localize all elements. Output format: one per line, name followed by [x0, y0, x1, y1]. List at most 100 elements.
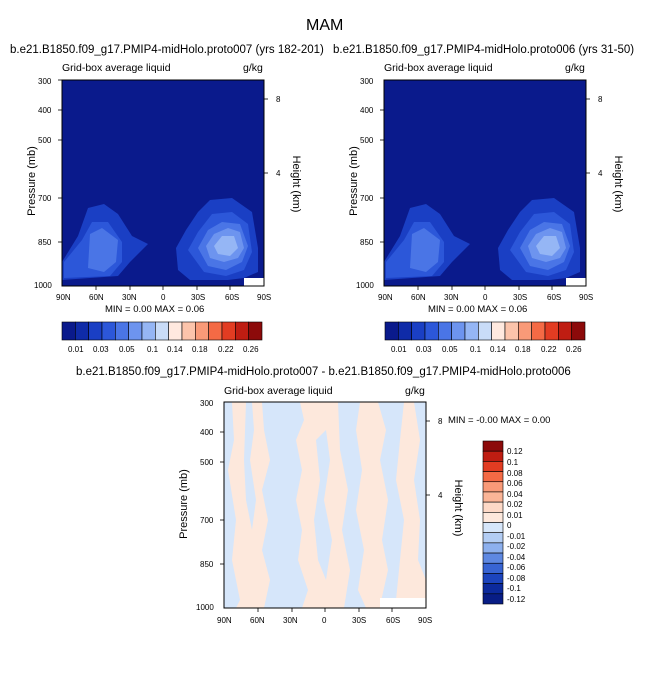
- panel2-xtick: 60S: [547, 293, 562, 302]
- panel1-missing-data: [244, 278, 264, 286]
- panel1-ytick: 700: [38, 194, 52, 203]
- panel1-xtick: 90N: [56, 293, 71, 302]
- colorbar-swatch: [482, 512, 504, 523]
- colorbar-swatch: [438, 321, 452, 341]
- panel1-ytick: 300: [38, 77, 52, 86]
- panel3-xtick: 30N: [283, 616, 298, 625]
- colorbar-swatch: [155, 321, 169, 341]
- colorbar-swatch: [558, 321, 572, 341]
- panel1-ytick-right: 4: [276, 169, 281, 178]
- panel1-xtick: 30N: [122, 293, 137, 302]
- colorbar-swatch: [235, 321, 249, 341]
- colorbar-swatch: [491, 321, 506, 341]
- colorbar-swatch: [384, 321, 399, 341]
- colorbar-swatch: [61, 321, 76, 341]
- colorbar-swatch: [208, 321, 223, 341]
- panel2-ytick: 700: [360, 194, 374, 203]
- panel2-ytick: 500: [360, 136, 374, 145]
- colorbar-swatch: [571, 321, 586, 341]
- panel2-colorbar-label: 0.03: [416, 345, 432, 354]
- colorbar-swatch: [482, 552, 504, 564]
- colorbar-swatch: [482, 562, 504, 574]
- panel2-ytick-right: 8: [598, 95, 603, 104]
- panel3-ytick: 1000: [196, 603, 214, 612]
- panel3-contour-neg: [314, 430, 332, 580]
- colorbar-swatch: [181, 321, 196, 341]
- panel3-ytick: 850: [200, 560, 214, 569]
- panel3-colorbar-label: 0.08: [507, 469, 523, 478]
- colorbar-swatch: [482, 542, 504, 554]
- panel1-contour-right-max: [214, 236, 238, 256]
- panel1-plot: [61, 79, 265, 287]
- panel2-subtitle-right: g/kg: [565, 62, 585, 74]
- panel3-xtick: 0: [322, 616, 327, 625]
- panel3-contour-neg: [338, 402, 366, 608]
- panel1-ytick: 500: [38, 136, 52, 145]
- colorbar-swatch: [482, 481, 504, 493]
- colorbar-swatch: [518, 321, 532, 341]
- panel2-colorbar-label: 0.14: [490, 345, 506, 354]
- colorbar-swatch: [482, 450, 504, 462]
- panel3-ytick: 500: [200, 458, 214, 467]
- panel2-xtick: 30S: [513, 293, 528, 302]
- panel1-colorbar-label: 0.03: [93, 345, 109, 354]
- colorbar-swatch: [451, 321, 466, 341]
- panel2-xtick: 90S: [579, 293, 594, 302]
- panel1-ytick: 850: [38, 238, 52, 247]
- panel2-contour-right-max: [536, 236, 560, 256]
- panel1-xtick: 30S: [191, 293, 206, 302]
- panel3-xtick: 30S: [352, 616, 367, 625]
- panel1-colorbar-label: 0.05: [119, 345, 135, 354]
- panel2-colorbar-label: 0.22: [541, 345, 557, 354]
- colorbar-swatch: [424, 321, 439, 341]
- panel3-contour-neg: [224, 402, 240, 608]
- panel2-xtick: 60N: [411, 293, 426, 302]
- colorbar-swatch: [504, 321, 519, 341]
- panel2-ytick: 300: [360, 77, 374, 86]
- panel1-contour-left-inner: [88, 228, 118, 272]
- colorbar-swatch: [221, 321, 236, 341]
- colorbar-swatch: [464, 321, 479, 341]
- colorbar-swatch: [482, 501, 504, 513]
- panel2-contour-left-inner: [410, 228, 440, 272]
- panel3-ytick: 700: [200, 516, 214, 525]
- colorbar-swatch: [482, 522, 504, 533]
- panel3-colorbar-label: 0.02: [507, 500, 523, 509]
- panel2-colorbar-label: 0.1: [470, 345, 482, 354]
- panel3-subtitle-right: g/kg: [405, 385, 425, 397]
- panel3-colorbar-label: 0.04: [507, 490, 523, 499]
- panel1-colorbar: [61, 321, 263, 341]
- panel2-xtick: 30N: [444, 293, 459, 302]
- panel1-xtick: 90S: [257, 293, 272, 302]
- panel2-ytick: 400: [360, 106, 374, 115]
- panel1-xtick: 60N: [89, 293, 104, 302]
- panel3-colorbar-label: -0.01: [507, 532, 526, 541]
- colorbar-swatch: [482, 471, 504, 483]
- colorbar-swatch: [482, 440, 504, 452]
- panel2-xtick: 90N: [378, 293, 393, 302]
- panel2-colorbar-label: 0.26: [566, 345, 582, 354]
- panel3-contour-neg: [414, 402, 426, 580]
- axis-ticks: [58, 79, 590, 612]
- panel1-xtick: 0: [161, 293, 166, 302]
- colorbar-swatch: [411, 321, 426, 341]
- panel3-xtick: 60S: [386, 616, 401, 625]
- colorbar-swatch: [544, 321, 559, 341]
- panel1-stats: MIN = 0.00 MAX = 0.06: [105, 304, 205, 315]
- panel2-colorbar-label: 0.01: [391, 345, 407, 354]
- panel2-colorbar-label: 0.18: [515, 345, 531, 354]
- panel3-contour-neg: [244, 402, 256, 530]
- panel3-colorbar-label: 0.1: [507, 458, 519, 467]
- colorbar-swatch: [482, 461, 504, 472]
- panel3-ytick: 300: [200, 399, 214, 408]
- panel1-ytick: 400: [38, 106, 52, 115]
- panel3-colorbar-label: 0: [507, 521, 512, 530]
- colorbar-swatch: [115, 321, 129, 341]
- colorbar-swatch: [88, 321, 103, 341]
- panel3-subtitle-left: Grid-box average liquid: [224, 385, 333, 397]
- panel3-colorbar-label: -0.1: [507, 584, 521, 593]
- panel3-ytick-right: 8: [438, 417, 443, 426]
- colorbar-swatch: [128, 321, 143, 341]
- panel1-xtick: 60S: [225, 293, 240, 302]
